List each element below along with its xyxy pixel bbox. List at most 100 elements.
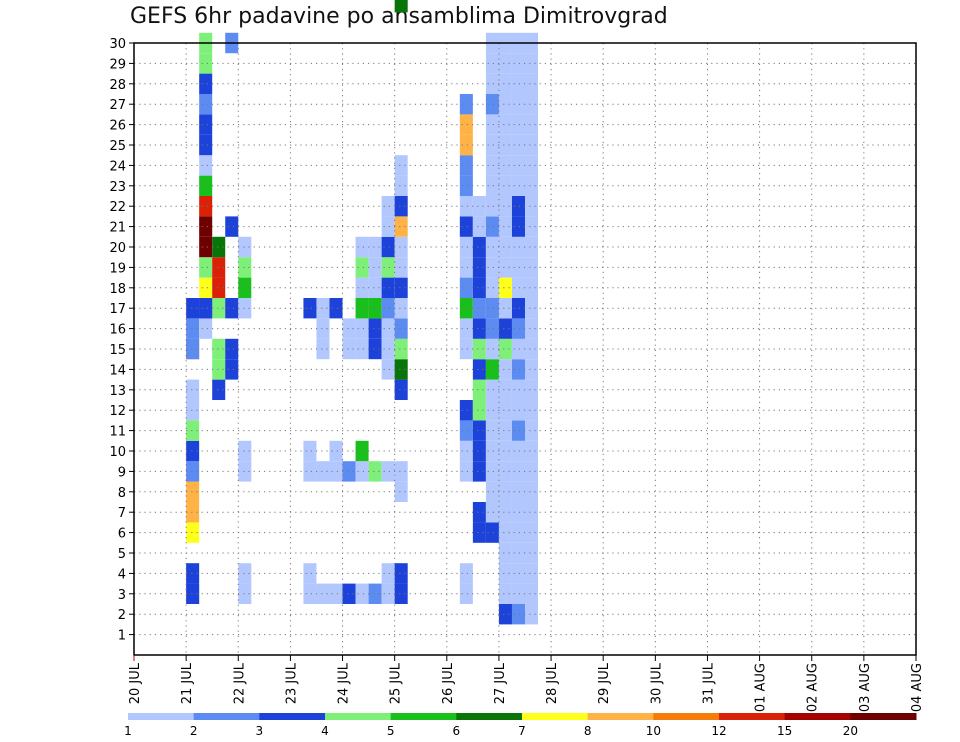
- heatmap-cell: [511, 53, 525, 74]
- heatmap-cell: [394, 461, 408, 482]
- heatmap-cell: [498, 236, 512, 258]
- heatmap-cell: [525, 257, 539, 278]
- y-tick-label: 20: [109, 241, 126, 256]
- heatmap-cell: [498, 277, 512, 298]
- heatmap-cell: [394, 563, 408, 584]
- y-tick-label: 18: [109, 282, 126, 297]
- heatmap-cell: [459, 114, 473, 135]
- colorbar-label: 6: [453, 724, 461, 738]
- heatmap-cell: [511, 420, 525, 441]
- heatmap-cell: [485, 379, 499, 400]
- x-tick-label: 31 JUL: [701, 662, 716, 704]
- heatmap-cell: [303, 563, 317, 584]
- heatmap-cell: [303, 583, 317, 604]
- heatmap-cell: [498, 114, 512, 135]
- heatmap-cell: [485, 216, 499, 237]
- heatmap-cell: [485, 94, 499, 115]
- heatmap-cell: [329, 583, 343, 604]
- heatmap-cell: [355, 236, 369, 258]
- heatmap-cell: [485, 73, 499, 94]
- heatmap-cell: [186, 583, 200, 604]
- heatmap-cell: [525, 379, 539, 400]
- heatmap-cell: [303, 440, 317, 462]
- y-tick-label: 15: [109, 343, 126, 358]
- heatmap-cell: [498, 420, 512, 441]
- heatmap-cell: [225, 338, 239, 360]
- heatmap-cell: [485, 155, 499, 176]
- heatmap-cell: [498, 155, 512, 176]
- heatmap-cell: [472, 196, 486, 217]
- heatmap-cell: [485, 196, 499, 217]
- heatmap-cell: [485, 277, 499, 298]
- x-tick-label: 02 AUG: [806, 663, 821, 712]
- heatmap-cell: [368, 583, 382, 604]
- x-tick-label: 26 JUL: [441, 662, 456, 704]
- heatmap-cell: [394, 155, 408, 176]
- heatmap-cell: [459, 583, 473, 604]
- colorbar-segment: [259, 713, 326, 720]
- heatmap-cell: [525, 114, 539, 135]
- x-axis: 20 JUL 21 JUL 22 JUL 23 JUL 24 JUL 25 JUL 26 J…: [128, 655, 925, 712]
- heatmap-cell: [525, 53, 539, 74]
- heatmap-cell: [485, 338, 499, 360]
- heatmap-cell: [511, 481, 525, 502]
- heatmap-cell: [525, 277, 539, 298]
- heatmap-cell: [525, 216, 539, 237]
- heatmap-cell: [316, 318, 330, 339]
- heatmap-cell: [511, 298, 525, 319]
- heatmap-cell: [511, 542, 525, 564]
- colorbar-segment: [784, 713, 851, 720]
- heatmap-cell: [459, 338, 473, 360]
- heatmap-cell: [525, 542, 539, 564]
- heatmap-cell: [329, 298, 343, 319]
- heatmap-cell: [485, 420, 499, 441]
- heatmap-cell: [212, 277, 226, 298]
- heatmap-cell: [381, 583, 395, 604]
- heatmap-cell: [394, 257, 408, 278]
- heatmap-cell: [485, 257, 499, 278]
- colorbar-segment: [587, 713, 654, 720]
- heatmap-cell: [525, 461, 539, 482]
- x-tick-label: 21 JUL: [180, 662, 195, 704]
- y-tick-label: 22: [109, 200, 126, 215]
- heatmap-cell: [329, 440, 343, 462]
- heatmap-cell: [342, 318, 356, 339]
- heatmap-cell: [511, 216, 525, 237]
- heatmap-cell: [498, 583, 512, 604]
- heatmap-cell: [472, 440, 486, 462]
- y-tick-label: 11: [109, 425, 126, 440]
- x-tick-label: 30 JUL: [649, 662, 664, 704]
- heatmap-cell: [485, 461, 499, 482]
- heatmap-cell: [511, 155, 525, 176]
- y-tick-label: 13: [109, 384, 126, 399]
- heatmap-cell: [485, 440, 499, 462]
- heatmap-cell: [498, 563, 512, 584]
- heatmap-cell: [498, 73, 512, 94]
- y-axis: 1234567891011121314151617181920212223242…: [109, 37, 134, 644]
- y-tick-label: 29: [109, 57, 126, 72]
- heatmap-cell: [355, 461, 369, 482]
- heatmap-cell: [199, 53, 213, 74]
- heatmap-cell: [459, 400, 473, 421]
- heatmap-cell: [511, 114, 525, 135]
- heatmap-cell: [525, 481, 539, 502]
- heatmap-cell: [186, 481, 200, 502]
- heatmap-cell: [511, 583, 525, 604]
- heatmap-cell: [498, 502, 512, 523]
- heatmap-cell: [459, 196, 473, 217]
- heatmap-cell: [459, 155, 473, 176]
- heatmap-cell: [381, 236, 395, 258]
- heatmap-cell: [472, 379, 486, 400]
- x-tick-label: 27 JUL: [493, 662, 508, 704]
- x-tick-label: 28 JUL: [545, 662, 560, 704]
- heatmap-cell: [394, 0, 408, 13]
- heatmap-cell: [472, 359, 486, 380]
- heatmap-cell: [238, 277, 252, 298]
- heatmap-cell: [368, 318, 382, 339]
- heatmap-cell: [394, 359, 408, 380]
- heatmap-cell: [498, 400, 512, 421]
- heatmap-cell: [186, 298, 200, 319]
- y-tick-label: 17: [109, 302, 126, 317]
- heatmap-cell: [355, 440, 369, 462]
- heatmap-cell: [498, 522, 512, 543]
